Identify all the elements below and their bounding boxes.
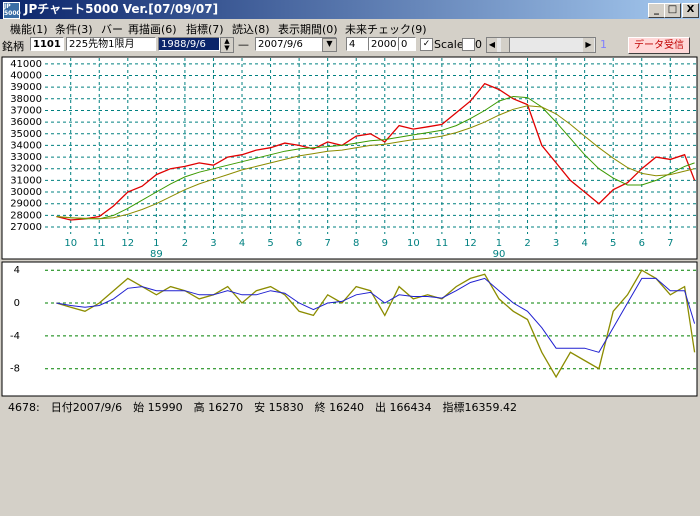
y-tick-label: 27000	[10, 222, 42, 233]
y-tick-label: 37000	[10, 105, 42, 116]
y-tick-label: 35000	[10, 129, 42, 140]
y-tick-label: -4	[10, 331, 20, 342]
maximize-button[interactable]: □	[664, 3, 681, 18]
scale-value: 0	[475, 38, 482, 51]
x-tick-label: 6	[639, 238, 645, 249]
x-tick-label: 7	[324, 238, 330, 249]
year-label: 90	[493, 249, 506, 260]
x-tick-label: 3	[210, 238, 216, 249]
y-tick-label: 29000	[10, 199, 42, 210]
range-dash: —	[238, 38, 249, 51]
series-line	[56, 95, 695, 220]
menu-item[interactable]: 機能(1)	[10, 23, 48, 36]
y-tick-label: 41000	[10, 59, 42, 70]
y-tick-label: 34000	[10, 140, 42, 151]
window-title: JPチャート5000 Ver.[07/09/07]	[24, 2, 219, 16]
x-tick-label: 1	[496, 238, 502, 249]
y-tick-label: 30000	[10, 187, 42, 198]
toolbar: 銘柄 1101 225先物1限月 1988/9/6 ▲ ▼ — 2007/9/6 …	[0, 36, 700, 55]
x-tick-label: 4	[239, 238, 245, 249]
x-tick-label: 10	[64, 238, 77, 249]
y-tick-label: 32000	[10, 164, 42, 175]
status-line: 4678: 日付2007/9/6 始 15990 高 16270 安 15830…	[8, 401, 518, 414]
from-date[interactable]: 1988/9/6	[158, 37, 220, 51]
series-line	[56, 82, 696, 221]
y-tick-label: 36000	[10, 117, 42, 128]
x-tick-label: 5	[610, 238, 616, 249]
field-1[interactable]: 4	[346, 37, 368, 51]
scale-checkbox[interactable]: ✓	[420, 38, 433, 51]
page-number: 1	[600, 38, 607, 51]
x-tick-label: 10	[407, 238, 420, 249]
y-tick-label: 31000	[10, 175, 42, 186]
x-tick-label: 3	[553, 238, 559, 249]
name-input[interactable]: 225先物1限月	[66, 37, 156, 51]
x-tick-label: 6	[296, 238, 302, 249]
x-tick-label: 11	[436, 238, 449, 249]
y-tick-label: -8	[10, 364, 20, 375]
spin-button[interactable]: ▲ ▼	[220, 37, 234, 53]
series-line	[56, 105, 695, 220]
menu-item[interactable]: 表示期間(0)	[278, 23, 338, 36]
x-tick-label: 11	[93, 238, 106, 249]
y-tick-label: 40000	[10, 70, 42, 81]
y-tick-label: 4	[14, 265, 20, 276]
menu-item[interactable]: 再描画(6)	[128, 23, 177, 36]
scale-label: Scale	[434, 38, 464, 51]
scroll-thumb[interactable]	[501, 38, 510, 52]
close-button[interactable]: X	[682, 3, 699, 18]
x-tick-label: 12	[464, 238, 477, 249]
dropdown-button[interactable]: ▼	[322, 38, 337, 52]
menu-item[interactable]: 指標(7)	[186, 23, 224, 36]
menu-bar: 機能(1) 条件(3) バー 再描画(6) 指標(7) 読込(8) 表示期間(0…	[0, 20, 700, 36]
symbol-label: 銘柄	[2, 40, 24, 53]
field-3[interactable]: 0	[398, 37, 416, 51]
menu-item[interactable]: 読込(8)	[232, 23, 270, 36]
year-label: 89	[150, 249, 163, 260]
x-tick-label: 2	[182, 238, 188, 249]
y-tick-label: 28000	[10, 210, 42, 221]
app-icon: JP 5000	[3, 2, 21, 19]
y-tick-label: 38000	[10, 94, 42, 105]
receive-data-button[interactable]: データ受信	[628, 37, 690, 54]
x-tick-label: 9	[382, 238, 388, 249]
x-tick-label: 2	[524, 238, 530, 249]
x-tick-label: 1	[153, 238, 159, 249]
scroll-left[interactable]: ◀	[487, 38, 497, 52]
indicator-panel	[1, 261, 698, 397]
menu-item[interactable]: バー	[101, 23, 123, 36]
x-tick-label: 5	[267, 238, 273, 249]
scroll-right[interactable]: ▶	[583, 38, 594, 52]
x-tick-label: 4	[581, 238, 587, 249]
scrollbar[interactable]: ◀ ▶	[486, 37, 596, 53]
x-tick-label: 12	[121, 238, 134, 249]
scale-checkbox-2[interactable]	[462, 38, 475, 51]
chart-area: 2700028000290003000031000320003300034000…	[1, 56, 698, 397]
y-tick-label: 0	[14, 298, 20, 309]
title-bar: JP 5000 JPチャート5000 Ver.[07/09/07] _ □ X	[0, 0, 700, 19]
minimize-button[interactable]: _	[648, 3, 665, 18]
price-panel	[1, 56, 698, 260]
menu-item[interactable]: 未来チェック(9)	[345, 23, 427, 36]
x-tick-label: 7	[667, 238, 673, 249]
y-tick-label: 33000	[10, 152, 42, 163]
menu-item[interactable]: 条件(3)	[55, 23, 93, 36]
code-input[interactable]: 1101	[30, 37, 64, 51]
series-line	[56, 277, 696, 353]
field-2[interactable]: 2000	[368, 37, 398, 51]
y-tick-label: 39000	[10, 82, 42, 93]
x-tick-label: 8	[353, 238, 359, 249]
